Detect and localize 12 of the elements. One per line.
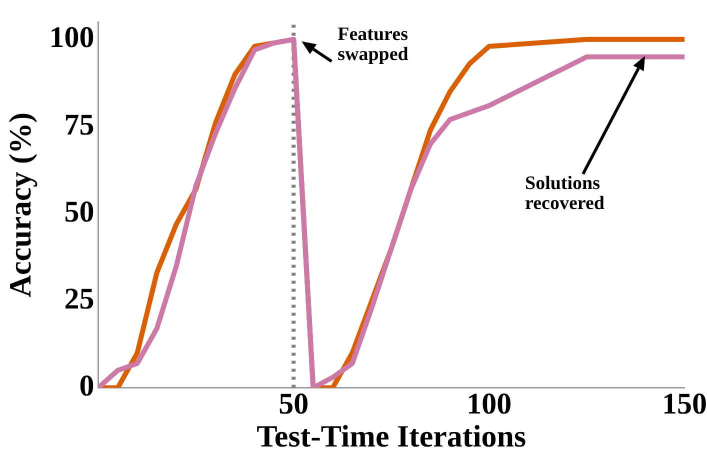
annotation: Solutions recovered — [525, 173, 606, 214]
x-axis-title: Test-Time Iterations — [256, 418, 526, 454]
y-tick-label: 100 — [49, 21, 94, 54]
y-tick-label: 50 — [64, 195, 94, 228]
x-tick-label: 50 — [278, 388, 309, 421]
x-tick-label: 150 — [662, 388, 707, 421]
annotation: Features swapped — [338, 24, 410, 66]
y-tick-label: 75 — [64, 108, 94, 142]
y-tick-label: 0 — [79, 370, 94, 403]
y-tick-label: 25 — [64, 282, 94, 316]
x-tick-label: 100 — [466, 388, 512, 421]
y-axis-title: Accuracy (%) — [2, 112, 38, 298]
